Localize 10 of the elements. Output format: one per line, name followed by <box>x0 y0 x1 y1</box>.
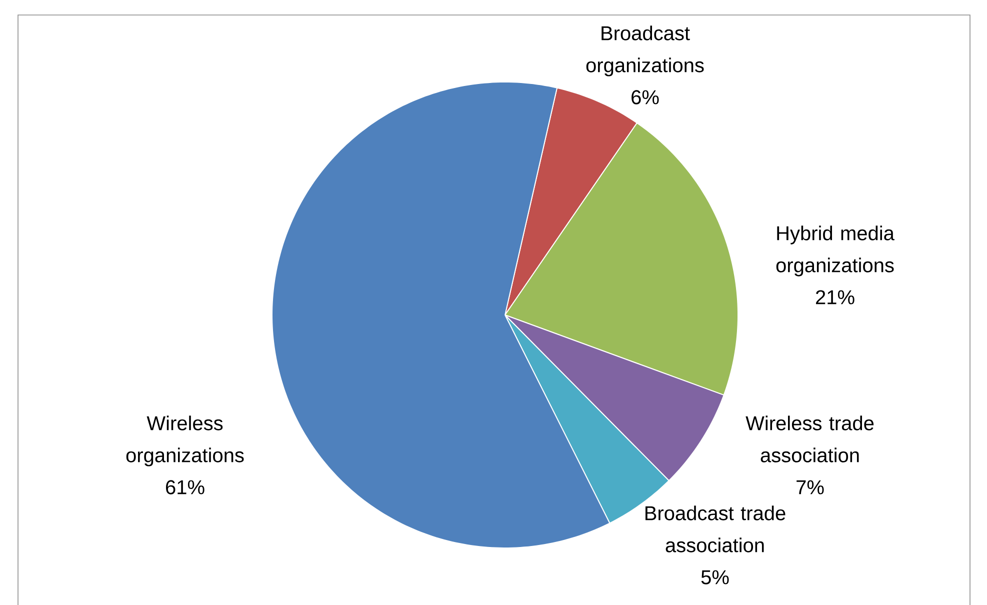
data-label: 6% <box>632 90 659 104</box>
slice-label: Wireless organizations <box>126 416 244 466</box>
slice-label: Wireless trade association <box>746 416 874 462</box>
data-label: 5% <box>701 570 729 584</box>
data-label: 61% <box>166 480 204 494</box>
slice-label: Broadcast trade association <box>646 506 786 552</box>
slice-label: Hybrid media organizations <box>776 226 894 276</box>
data-label: 7% <box>796 480 824 494</box>
slice-label: Broadcast organizations <box>586 26 704 76</box>
data-label: 21% <box>816 290 854 304</box>
